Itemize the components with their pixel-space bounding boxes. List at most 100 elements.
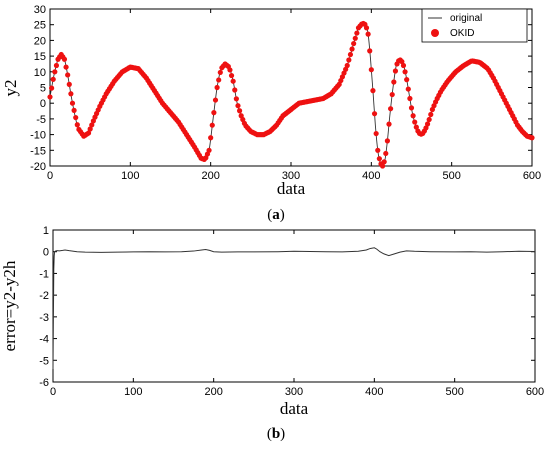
chart-a-y-axis-label: y2 [1, 80, 20, 97]
okid-marker [529, 135, 535, 141]
okid-marker [381, 159, 387, 165]
okid-marker [368, 67, 374, 73]
okid-marker [400, 62, 407, 69]
okid-marker [351, 40, 357, 47]
okid-marker [373, 130, 379, 137]
chart-0-x-tick-label: 0 [47, 170, 53, 182]
chart-1-y-tick-label: -4 [39, 334, 49, 346]
chart-a-x-axis-label: data [277, 179, 306, 198]
okid-marker [73, 114, 79, 121]
okid-marker [399, 58, 405, 65]
okid-marker [71, 107, 77, 113]
chart-1-x-tick-label: 0 [50, 386, 56, 398]
chart-b-caption: (b) [267, 426, 285, 442]
chart-a-ticks: 0 100 200 300 400 500 600 -20 -15 -10 -5 0 5 10 15 20 25… [30, 4, 541, 182]
okid-marker [412, 119, 418, 125]
okid-marker [379, 163, 386, 169]
okid-marker [402, 69, 408, 75]
okid-marker [426, 116, 432, 123]
okid-marker [346, 57, 352, 63]
okid-marker [228, 72, 235, 79]
okid-marker [208, 135, 214, 141]
okid-marker [87, 126, 93, 132]
chart-b-x-axis-label: data [280, 399, 309, 418]
okid-marker [405, 86, 411, 92]
okid-marker [50, 76, 56, 82]
chart-1-y-tick-label: -6 [39, 377, 49, 389]
okid-marker [47, 94, 53, 100]
chart-0-y-tick-label: -5 [36, 114, 46, 126]
chart-0-x-tick-label: 400 [362, 170, 380, 182]
okid-marker [384, 138, 390, 144]
chart-0-y-tick-label: 30 [34, 4, 46, 16]
okid-marker [370, 88, 376, 94]
okid-marker [230, 78, 236, 84]
legend-box [421, 8, 528, 43]
okid-marker [375, 147, 381, 153]
okid-marker [227, 67, 233, 73]
okid-marker [408, 105, 415, 111]
legend-original-label: original [450, 13, 482, 24]
okid-marker [410, 113, 416, 119]
okid-marker [61, 56, 68, 62]
chart-1-y-tick-label: -1 [39, 268, 49, 280]
chart-0-y-tick-label: -10 [30, 130, 46, 142]
chart-1-x-tick-label: 100 [124, 386, 142, 398]
okid-marker [428, 111, 434, 118]
okid-marker [236, 108, 243, 114]
okid-marker [209, 122, 215, 128]
okid-marker [404, 77, 410, 83]
chart-0-y-tick-label: 0 [40, 98, 46, 110]
chart-1-y-tick-label: 1 [43, 225, 49, 237]
chart-1-y-tick-label: -2 [39, 290, 49, 302]
chart-1-x-tick-label: 600 [526, 386, 544, 398]
okid-marker [424, 121, 431, 127]
okid-marker [85, 130, 92, 136]
chart-b-ticks: 0 100 200 300 400 500 600 -6 -5 -4 -3 -2 -1 0 1 [39, 225, 544, 398]
chart-0-x-tick-label: 100 [121, 170, 139, 182]
okid-marker [367, 48, 373, 54]
chart-1-y-tick-label: 0 [43, 247, 49, 259]
chart-0-y-tick-label: -20 [30, 161, 46, 173]
error-line [52, 247, 536, 369]
okid-marker [206, 147, 212, 153]
chart-0-y-tick-label: 10 [34, 67, 46, 79]
chart-1-x-tick-label: 400 [365, 386, 383, 398]
chart-1-x-tick-label: 200 [204, 386, 222, 398]
okid-marker [216, 77, 222, 83]
chart-a-caption: (a) [267, 207, 285, 223]
okid-marker [349, 46, 355, 52]
chart-b-plot-frame [52, 229, 536, 383]
chart-1-y-tick-label: -3 [39, 312, 49, 324]
chart-1-x-tick-label: 300 [285, 386, 303, 398]
chart-0-y-tick-label: -15 [30, 145, 46, 157]
chart-b-y-axis-label: error=y2-y2h [0, 260, 19, 351]
legend-okid-swatch [431, 29, 439, 37]
okid-marker [388, 106, 394, 112]
okid-marker [52, 69, 58, 75]
chart-a: 0 100 200 300 400 500 600 -20 -15 -10 -5 0 5 10 15 20 25… [1, 4, 541, 223]
okid-marker [391, 79, 397, 85]
legend-okid-label: OKID [450, 28, 474, 39]
chart-a-okid-series [47, 20, 535, 169]
chart-1-x-tick-label: 500 [445, 386, 463, 398]
okid-marker [347, 51, 354, 58]
chart-0-x-tick-label: 600 [523, 170, 541, 182]
okid-marker [235, 103, 241, 109]
chart-b-error-series [52, 247, 536, 369]
okid-marker [63, 64, 69, 70]
okid-marker [383, 150, 389, 157]
okid-marker [413, 124, 419, 130]
okid-marker [232, 87, 238, 93]
chart-0-x-tick-label: 500 [442, 170, 460, 182]
chart-0-y-tick-label: 5 [40, 83, 46, 95]
chart-0-x-tick-label: 200 [201, 170, 219, 182]
chart-a-legend: original OKID [421, 8, 528, 43]
okid-marker [211, 110, 217, 116]
okid-marker [66, 81, 72, 87]
okid-marker [89, 122, 95, 128]
okid-marker [371, 111, 378, 117]
okid-marker [233, 96, 239, 102]
chart-0-y-tick-label: 20 [34, 35, 46, 47]
okid-marker [49, 85, 55, 91]
